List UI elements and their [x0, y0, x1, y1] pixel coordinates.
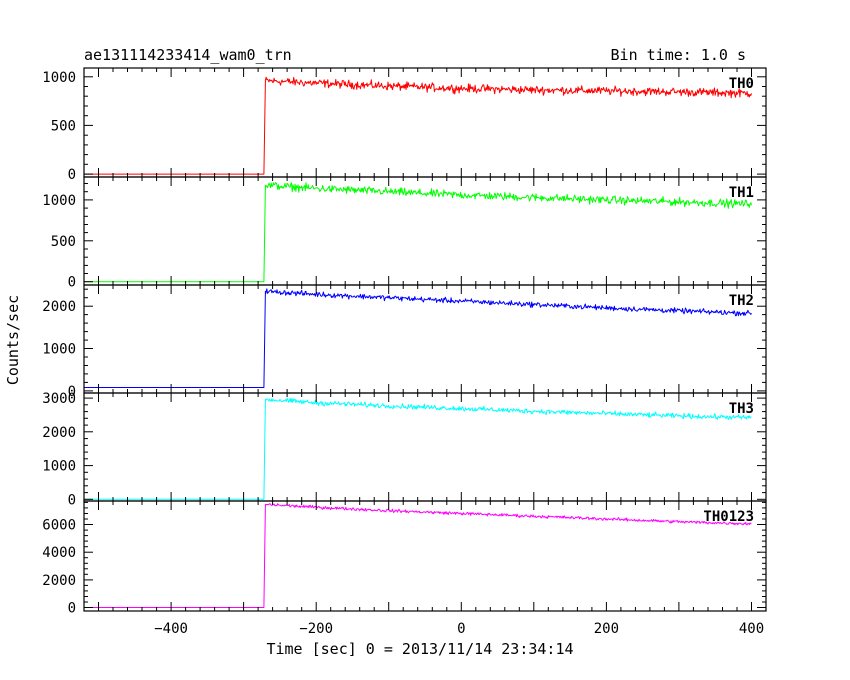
series-line-th3 — [84, 397, 752, 500]
x-tick-label: −400 — [154, 621, 188, 637]
series-line-th0123 — [84, 503, 752, 608]
y-axis-label: Counts/sec — [4, 295, 22, 385]
series-line-th2 — [84, 288, 752, 388]
y-tick-label: 0 — [68, 275, 76, 291]
y-tick-label: 1000 — [42, 342, 76, 358]
panel-frame-th2 — [83, 284, 767, 394]
y-tick-label: 1000 — [42, 193, 76, 209]
panel-label-th2: TH2 — [729, 293, 754, 309]
y-tick-label: 6000 — [42, 518, 76, 534]
y-tick-label: 1000 — [42, 70, 76, 86]
panel-frame-th0123 — [83, 500, 767, 612]
panel-label-th0123: TH0123 — [703, 509, 754, 525]
y-tick-label: 1000 — [42, 459, 76, 475]
y-tick-label: 500 — [51, 234, 76, 250]
y-tick-label: 0 — [68, 492, 76, 508]
y-tick-label: 2000 — [42, 299, 76, 315]
x-tick-label: 200 — [594, 621, 619, 637]
y-tick-label: 0 — [68, 384, 76, 400]
x-tick-label: 0 — [457, 621, 465, 637]
series-line-th1 — [84, 182, 752, 283]
panel-frame-th3 — [83, 392, 767, 502]
panel-label-th1: TH1 — [729, 185, 754, 201]
y-tick-label: 2000 — [42, 425, 76, 441]
x-tick-label: −200 — [299, 621, 333, 637]
y-tick-label: 500 — [51, 118, 76, 134]
series-line-th0 — [84, 76, 752, 175]
x-tick-label: 400 — [739, 621, 764, 637]
y-tick-label: 3000 — [42, 391, 76, 407]
y-tick-label: 2000 — [42, 573, 76, 589]
y-tick-label: 0 — [68, 601, 76, 617]
y-tick-label: 0 — [68, 167, 76, 183]
x-axis-label: Time [sec] 0 = 2013/11/14 23:34:14 — [266, 640, 573, 658]
bin-time-label: Bin time: 1.0 s — [611, 46, 746, 64]
chart-title: ae131114233414_wam0_trn — [84, 46, 292, 64]
panel-label-th0: TH0 — [729, 76, 754, 92]
y-tick-label: 4000 — [42, 545, 76, 561]
panel-label-th3: TH3 — [729, 401, 754, 417]
